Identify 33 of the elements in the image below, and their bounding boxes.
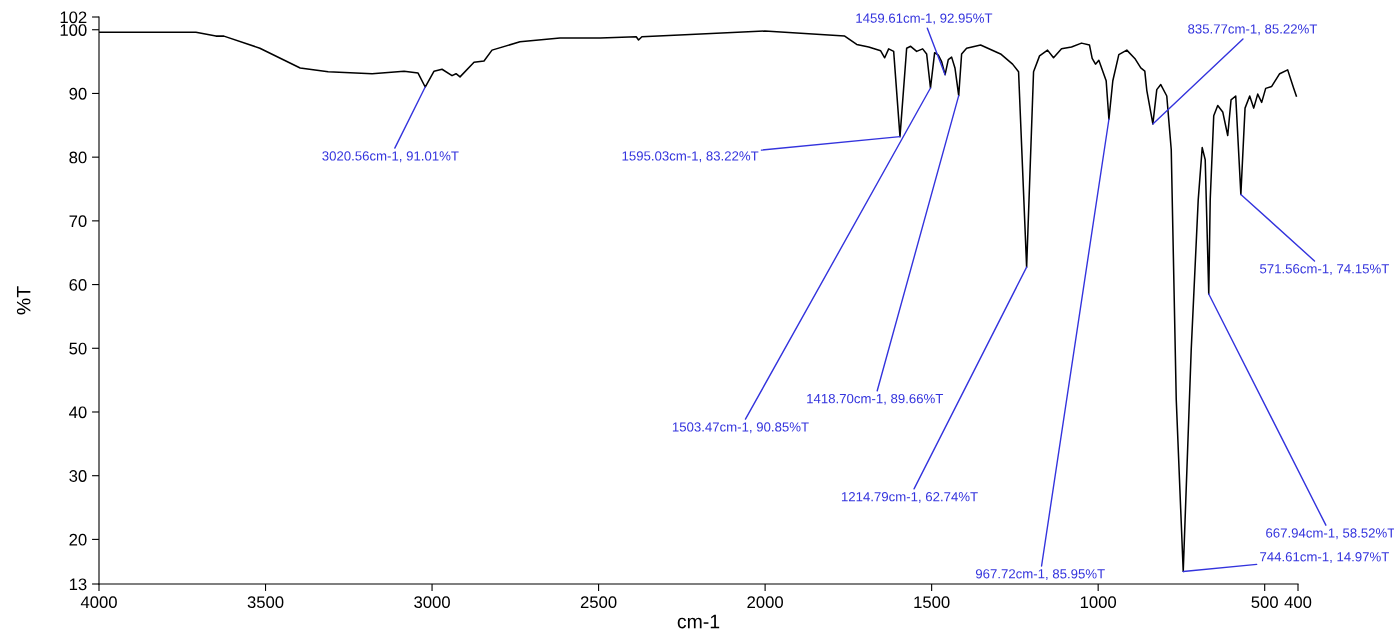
annotation: 3020.56cm-1, 91.01%T [322,151,459,163]
annotation: 1418.70cm-1, 89.66%T [807,393,944,405]
annotation: 1459.61cm-1, 92.95%T [856,13,993,25]
y-tick-label: 80 [69,151,87,164]
x-tick-label: 2500 [580,596,617,609]
y-tick-label: 60 [69,278,87,291]
y-tick-label: 40 [69,406,87,419]
annotation: 1503.47cm-1, 90.85%T [672,422,809,434]
x-tick-label: 2000 [747,596,783,609]
y-tick-label: 102 [60,11,87,24]
x-tick-label: 4000 [80,596,117,609]
x-tick-label: 1000 [1080,596,1117,609]
y-tick-label: 100 [60,24,87,36]
x-tick-label: 3500 [247,596,284,609]
annotation: 571.56cm-1, 74.15%T [1260,264,1389,275]
y-tick-label: 50 [69,342,87,355]
annotation: 1214.79cm-1, 62.74%T [841,492,978,503]
annotation: 967.72cm-1, 85.95%T [975,569,1105,581]
y-tick-label: 13 [69,578,87,591]
y-tick-label: 30 [69,470,87,482]
y-tick-label: 90 [69,87,87,100]
y-tick-label: 70 [69,215,87,228]
x-tick-label: 400 [1284,596,1312,609]
annotation: 1595.03cm-1, 83.22%T [622,151,759,163]
annotation: 835.77cm-1, 85.22%T [1188,24,1318,36]
y-axis-title: %T [16,286,31,315]
annotation: 744.61cm-1, 14.97%T [1260,552,1389,564]
y-tick-label: 20 [69,533,87,546]
annotation: 667.94cm-1, 58.52%T [1266,528,1394,540]
x-axis-title: cm-1 [677,614,720,629]
x-tick-label: 500 [1251,596,1278,609]
x-tick-label: 1500 [914,596,950,609]
x-tick-label: 3000 [414,596,450,609]
